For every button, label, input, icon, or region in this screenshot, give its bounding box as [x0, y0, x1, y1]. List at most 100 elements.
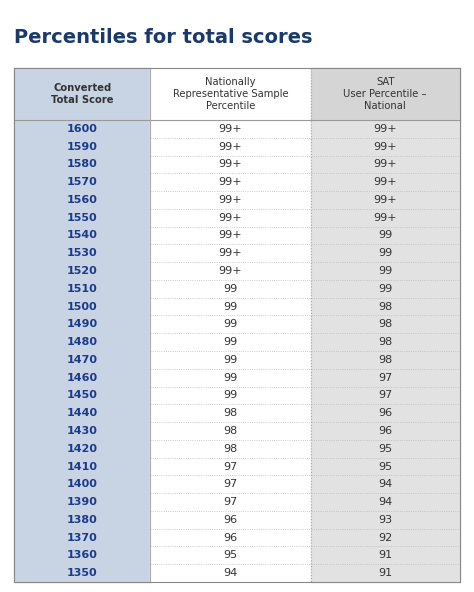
Bar: [14, 333, 150, 351]
Text: 91: 91: [378, 551, 392, 561]
Text: 96: 96: [223, 515, 237, 525]
Text: 99+: 99+: [374, 159, 397, 169]
Text: 99+: 99+: [219, 230, 242, 240]
Bar: [150, 191, 310, 209]
Text: 99: 99: [223, 319, 237, 329]
Text: 99: 99: [223, 372, 237, 382]
Bar: [310, 262, 460, 280]
Bar: [14, 138, 150, 156]
Bar: [14, 227, 150, 244]
Bar: [14, 529, 150, 546]
Text: 1600: 1600: [67, 124, 98, 134]
Bar: [310, 493, 460, 511]
Bar: [310, 369, 460, 387]
Text: 1440: 1440: [67, 408, 98, 418]
Text: 1380: 1380: [67, 515, 98, 525]
Text: 99: 99: [378, 284, 392, 294]
Text: 99: 99: [223, 390, 237, 400]
Bar: [310, 564, 460, 582]
Text: 99: 99: [223, 337, 237, 347]
Bar: [14, 511, 150, 529]
Bar: [150, 493, 310, 511]
Bar: [150, 387, 310, 404]
Text: 94: 94: [378, 497, 392, 507]
Text: 98: 98: [223, 426, 237, 436]
Text: 1350: 1350: [67, 568, 98, 578]
Bar: [14, 458, 150, 475]
Bar: [310, 511, 460, 529]
Bar: [310, 227, 460, 244]
Text: 1510: 1510: [67, 284, 98, 294]
Text: 95: 95: [378, 444, 392, 453]
Text: 1410: 1410: [67, 462, 98, 471]
Bar: [14, 316, 150, 333]
Text: 98: 98: [378, 355, 392, 365]
Bar: [14, 68, 150, 120]
Bar: [150, 209, 310, 227]
Text: 99+: 99+: [219, 213, 242, 223]
Bar: [14, 280, 150, 298]
Bar: [150, 511, 310, 529]
Bar: [150, 68, 310, 120]
Text: 99+: 99+: [219, 177, 242, 187]
Text: 99: 99: [378, 248, 392, 258]
Text: 98: 98: [378, 301, 392, 311]
Text: 97: 97: [223, 462, 237, 471]
Bar: [310, 173, 460, 191]
Text: SAT
User Percentile –
National: SAT User Percentile – National: [343, 78, 427, 111]
Text: 99+: 99+: [219, 248, 242, 258]
Text: 97: 97: [223, 497, 237, 507]
Bar: [150, 120, 310, 138]
Bar: [150, 422, 310, 440]
Text: 1450: 1450: [67, 390, 98, 400]
Text: 1550: 1550: [67, 213, 98, 223]
Bar: [14, 156, 150, 173]
Text: Nationally
Representative Sample
Percentile: Nationally Representative Sample Percent…: [173, 78, 288, 111]
Text: 1500: 1500: [67, 301, 98, 311]
Text: 99+: 99+: [374, 213, 397, 223]
Text: 99: 99: [223, 301, 237, 311]
Bar: [150, 298, 310, 316]
Bar: [14, 493, 150, 511]
Text: 99+: 99+: [374, 124, 397, 134]
Bar: [310, 316, 460, 333]
Text: 98: 98: [378, 319, 392, 329]
Text: 1460: 1460: [67, 372, 98, 382]
Bar: [150, 227, 310, 244]
Text: 99+: 99+: [219, 195, 242, 205]
Text: 99+: 99+: [374, 141, 397, 152]
Text: 1480: 1480: [67, 337, 98, 347]
Bar: [14, 209, 150, 227]
Text: Percentiles for total scores: Percentiles for total scores: [14, 28, 313, 47]
Bar: [310, 422, 460, 440]
Text: 96: 96: [223, 533, 237, 543]
Text: 97: 97: [223, 480, 237, 489]
Text: 1390: 1390: [67, 497, 98, 507]
Bar: [14, 120, 150, 138]
Bar: [14, 546, 150, 564]
Bar: [310, 529, 460, 546]
Text: 99+: 99+: [219, 266, 242, 276]
Text: 98: 98: [223, 408, 237, 418]
Text: 1370: 1370: [67, 533, 98, 543]
Bar: [150, 156, 310, 173]
Bar: [150, 404, 310, 422]
Bar: [14, 440, 150, 458]
Text: 1420: 1420: [67, 444, 98, 453]
Bar: [310, 475, 460, 493]
Bar: [310, 280, 460, 298]
Text: 99+: 99+: [219, 124, 242, 134]
Text: 95: 95: [378, 462, 392, 471]
Bar: [310, 138, 460, 156]
Text: 92: 92: [378, 533, 392, 543]
Bar: [310, 191, 460, 209]
Text: 95: 95: [223, 551, 237, 561]
Bar: [150, 262, 310, 280]
Bar: [150, 440, 310, 458]
Bar: [310, 298, 460, 316]
Bar: [14, 387, 150, 404]
Bar: [310, 209, 460, 227]
Bar: [14, 351, 150, 369]
Text: 1540: 1540: [67, 230, 98, 240]
Bar: [14, 369, 150, 387]
